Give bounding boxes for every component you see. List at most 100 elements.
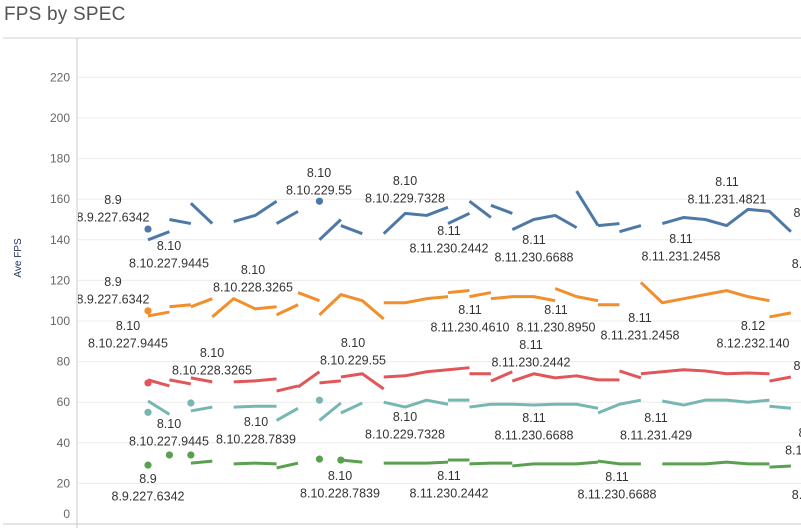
line-segment xyxy=(511,372,620,383)
data-label: 8.11 xyxy=(522,411,545,425)
data-point[interactable] xyxy=(165,451,174,459)
chart-title: FPS by SPEC xyxy=(4,4,126,25)
data-point[interactable] xyxy=(144,461,152,469)
line-segment xyxy=(447,289,470,295)
line-segment xyxy=(275,406,299,422)
line-segment xyxy=(575,190,600,227)
line-segment xyxy=(490,203,513,215)
data-label: 8.11 xyxy=(437,224,460,238)
data-label: 8 xyxy=(794,206,801,220)
y-tick-labels: 0 20 40 60 80 100 120 140 160 180 200 220 xyxy=(50,70,70,521)
line-segment xyxy=(769,375,792,383)
line-segment xyxy=(490,295,556,303)
line-segment xyxy=(190,376,213,384)
line-segment xyxy=(662,460,770,466)
line-segment xyxy=(639,281,770,305)
data-label: 8.11.2 xyxy=(785,444,801,458)
line-segment xyxy=(318,293,385,321)
line-segment xyxy=(318,401,342,422)
y-tick-label: 100 xyxy=(50,314,70,328)
data-label: 8.9 xyxy=(104,193,121,207)
y-tick-label: 80 xyxy=(57,355,71,369)
data-label: 8.10.228.3265 xyxy=(213,281,293,295)
line-segment xyxy=(383,366,470,379)
data-point[interactable] xyxy=(144,307,152,315)
line-segment xyxy=(318,218,342,241)
line-segment xyxy=(340,372,385,391)
data-label: 8.11.230.6688 xyxy=(494,251,573,265)
data-labels: 8.9 8.9.227.6342 8.10 8.10.227.9445 8.10 8.10… xyxy=(77,166,801,504)
data-label: 8.11.231.429 xyxy=(620,429,692,443)
line-segment xyxy=(189,202,214,225)
data-label: 8.9.227.6342 xyxy=(77,211,150,225)
data-point[interactable] xyxy=(337,456,345,464)
line-segment xyxy=(340,224,363,236)
line-segment xyxy=(297,291,320,303)
data-point[interactable] xyxy=(315,396,324,404)
line-segment xyxy=(597,459,641,466)
data-label: 8.10 xyxy=(116,319,140,333)
line-segment xyxy=(190,405,213,413)
line-segment xyxy=(383,398,449,409)
line-segment xyxy=(383,460,449,465)
line-segment xyxy=(769,404,792,410)
data-point[interactable] xyxy=(187,451,195,459)
data-label: 8.10 xyxy=(241,263,265,277)
data-label: 8.11 xyxy=(522,233,545,247)
y-tick-label: 40 xyxy=(57,436,71,450)
line-segment xyxy=(275,303,299,317)
data-label: 8.12 xyxy=(741,319,765,333)
data-point[interactable] xyxy=(315,197,324,205)
line-segment xyxy=(469,461,513,466)
data-label: 8.11.230.4610 xyxy=(430,321,509,335)
y-axis-title: Ave FPS xyxy=(13,238,24,278)
data-label: 8.11.230.2442 xyxy=(409,242,488,256)
y-tick-label: 220 xyxy=(50,70,70,84)
line-segment xyxy=(383,295,449,305)
line-segment xyxy=(512,460,599,468)
line-segment xyxy=(661,207,792,233)
line-segment xyxy=(597,398,642,415)
line-segment xyxy=(469,402,599,410)
data-label: 8.10 xyxy=(157,239,181,253)
data-label: 8. xyxy=(792,257,801,271)
data-label: 8.11 xyxy=(669,232,692,246)
data-point[interactable] xyxy=(144,408,152,416)
y-tick-label: 200 xyxy=(50,111,70,125)
series-group xyxy=(144,190,792,470)
line-segment xyxy=(169,378,192,386)
data-label: 8.11.230.2442 xyxy=(409,487,488,501)
line-segment xyxy=(276,461,299,470)
line-segment xyxy=(190,297,213,309)
line-segment xyxy=(769,311,792,319)
line-segment xyxy=(340,401,363,415)
data-point[interactable] xyxy=(315,455,324,463)
y-tick-label: 20 xyxy=(57,476,71,490)
line-segment xyxy=(147,399,171,416)
data-label: 8.11 xyxy=(644,411,667,425)
series-3 xyxy=(144,396,792,422)
line-segment xyxy=(233,404,277,409)
data-label: 8.10.227.9445 xyxy=(129,435,209,449)
data-point[interactable] xyxy=(187,399,195,407)
line-segment xyxy=(662,398,770,407)
line-segment xyxy=(319,379,342,385)
data-label: 8.11 xyxy=(458,303,481,317)
line-segment xyxy=(511,213,578,232)
line-segment xyxy=(147,230,170,242)
line-segment xyxy=(619,224,642,234)
data-label: 8.10.229.55 xyxy=(286,184,352,198)
data-label: 8.11.230.2442 xyxy=(491,356,570,370)
data-point[interactable] xyxy=(144,379,152,387)
line-segment xyxy=(468,200,492,219)
line-segment xyxy=(619,369,642,380)
data-label: 8.10 xyxy=(307,166,331,180)
line-segment xyxy=(576,295,599,303)
data-label: 8.9 xyxy=(139,472,156,486)
y-tick-label: 120 xyxy=(50,273,70,287)
line-segment xyxy=(169,303,192,309)
data-label: 8.10.229.7328 xyxy=(365,428,445,442)
data-point[interactable] xyxy=(144,225,152,233)
data-label: 8.10.227.9445 xyxy=(129,257,209,271)
